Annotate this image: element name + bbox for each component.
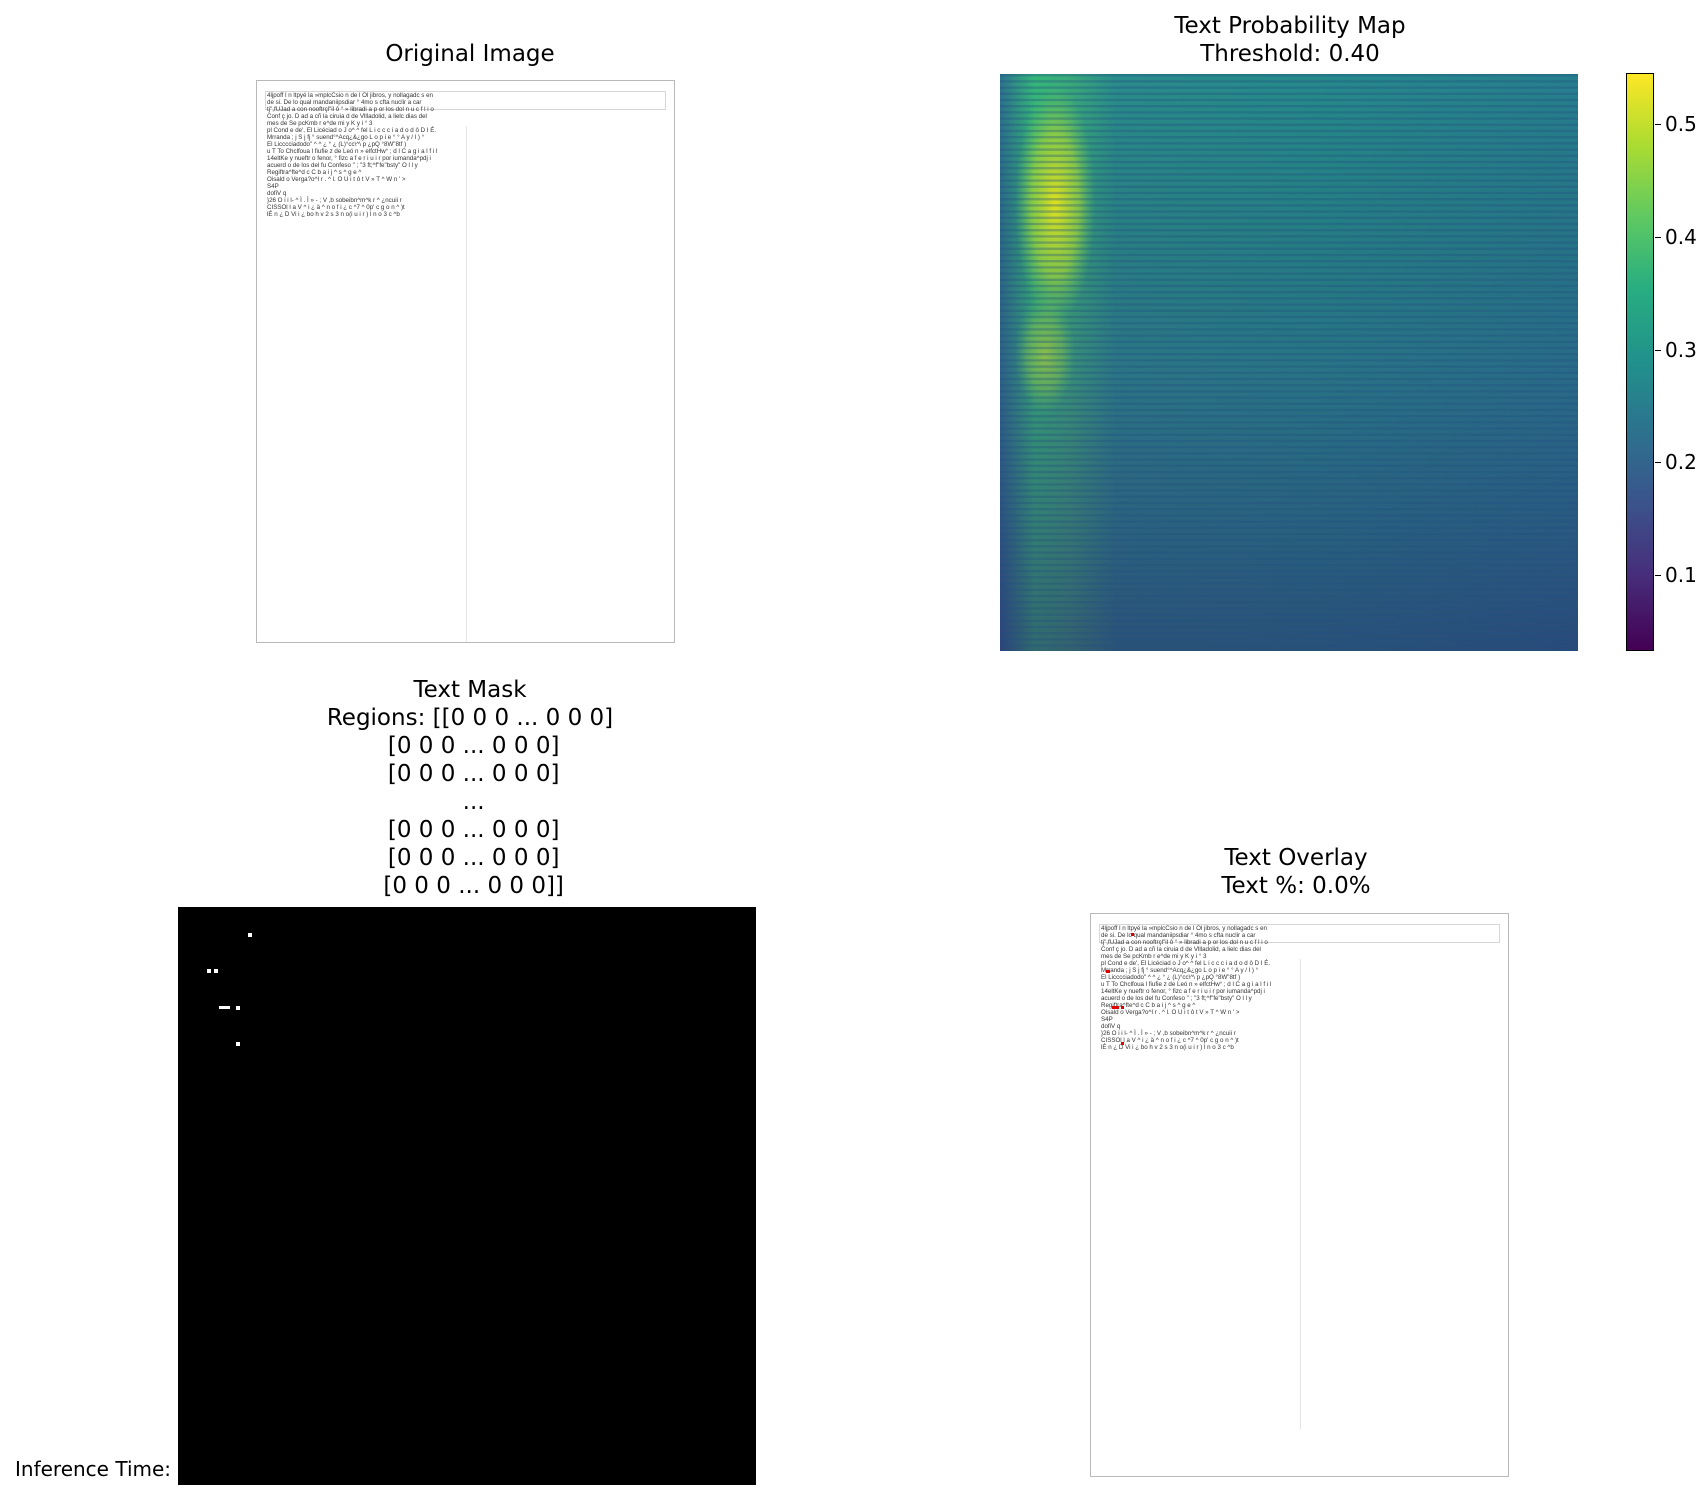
overlay-header-box: [1099, 924, 1500, 943]
document-text-line: tj",fUJad a con nooftrçl"il ô ° » librad…: [267, 106, 434, 113]
overlay-text-line: El Licccciadodo" ^ ^ ¿ ° ¿ (L)°cc\^\ p ¿…: [1101, 974, 1241, 981]
original-image-title: Original Image: [385, 41, 555, 67]
colorbar-tick-label: 0.4: [1665, 224, 1697, 249]
overlay-text-line: de si. De lo qual mandaniipsdiar ° 4mo s…: [1101, 932, 1256, 939]
document-text-line: 4ljpoff l n ltpyé la »mplcCsio n de l Ol…: [267, 92, 434, 99]
document-text-line: u T To Chclfoua l fiufie z de Leó n » el…: [267, 148, 438, 155]
document-center-line: [466, 126, 467, 642]
overlay-text-line: dofiV q: [1101, 1023, 1121, 1030]
mask-blob: [207, 969, 211, 973]
text-mask-title: Text Mask Regions: [[0 0 0 ... 0 0 0] [0…: [326, 677, 614, 899]
text-overlay-panel: 4ljpoff l n ltpyé la »mplcCsio n de l Ol…: [1090, 913, 1509, 1477]
mask-blob: [219, 1006, 230, 1009]
text-mask-panel: [178, 907, 756, 1485]
document-text-line: pl Cond e de', El Licéciad o J o^ ^ fel …: [267, 127, 437, 134]
text-overlay-title: Text Overlay Text %: 0.0%: [1221, 845, 1371, 899]
colorbar-gradient: [1627, 74, 1653, 650]
document-text-line: acuerd o de los del fu Confeso " ; "3 ft…: [267, 162, 418, 169]
mask-blob: [214, 969, 218, 973]
mask-blob: [248, 933, 252, 937]
colorbar-tick-mark: [1655, 462, 1661, 464]
document-text-line: 14eltKe y nueftr o fenor, ° fizc a f e r…: [267, 155, 431, 162]
document-text-line: }26 O i i l- ^ Ì . Ì » - ; V ,b sobeibn^…: [267, 197, 402, 204]
document-text-line: Oisald o Verga?o^I r . ^ l. O U i t ô t …: [267, 176, 406, 183]
colorbar-tick-mark: [1655, 575, 1661, 577]
probability-map-title: Text Probability Map Threshold: 0.40: [1174, 13, 1406, 67]
mask-blob: [236, 1006, 240, 1010]
overlay-text-line: Mrranda ; j S j fj ° suend°^Acq¿&¿go L o…: [1101, 967, 1259, 974]
overlay-text-line: CISSOl l a V ^ i ¿ ä ^ n o f i ¿ c ^7 ^ …: [1101, 1037, 1239, 1044]
colorbar-tick-mark: [1655, 349, 1661, 351]
overlay-text-line: S4P: [1101, 1016, 1113, 1023]
overlay-text-line: u T To Chclfoua l fiufie z de Leó n » el…: [1101, 981, 1272, 988]
overlay-text-line: Oisald o Verga?o^I r . ^ l. O U i t ô t …: [1101, 1009, 1240, 1016]
probability-heatmap: [1000, 74, 1578, 651]
colorbar-tick-mark: [1655, 236, 1661, 238]
colorbar-tick-label: 0.3: [1665, 337, 1697, 362]
document-header-box: [265, 91, 666, 110]
colorbar-tick-label: 0.2: [1665, 450, 1697, 475]
original-image-panel: 4ljpoff l n ltpyé la »mplcCsio n de l Ol…: [256, 80, 675, 643]
document-text-line: Regiftra^fte^d c C b a i j ^ s ^ g e ^: [267, 169, 362, 176]
overlay-text-line: mes de Se pcKmb r e^de mi y K y i ° 3: [1101, 953, 1207, 960]
document-text-line: mes de Se pcKmb r e^de mi y K y i ° 3: [267, 120, 373, 127]
overlay-highlight: [1112, 1006, 1119, 1009]
overlay-text-line: lÉ n ¿ D Vi i ¿ bo h v 2 s 3 n o(i u i r…: [1101, 1044, 1234, 1051]
overlay-text-line: tj",fUJad a con nooftrçl"il ô ° » librad…: [1101, 939, 1268, 946]
document-text-line: S4P: [267, 183, 279, 190]
overlay-text-line: acuerd o de los del fu Confeso " ; "3 ft…: [1101, 995, 1252, 1002]
document-text-line: de si. De lo qual mandaniipsdiar ° 4mo s…: [267, 99, 422, 106]
colorbar-tick-label: 0.1: [1665, 563, 1697, 588]
document-text-line: Mrranda ; j S j fj ° suend°^Acq¿&¿go L o…: [267, 134, 425, 141]
overlay-highlight: [1121, 1042, 1124, 1045]
document-text-line: lÉ n ¿ D Vi i ¿ bo h v 2 s 3 n o(i u i r…: [267, 211, 400, 218]
document-text-line: CISSOl l a V ^ i ¿ ä ^ n o f i ¿ c ^7 ^ …: [267, 204, 405, 211]
overlay-text-line: 4ljpoff l n ltpyé la »mplcCsio n de l Ol…: [1101, 925, 1268, 932]
colorbar-tick-mark: [1655, 123, 1661, 125]
overlay-center-line: [1300, 959, 1301, 1429]
probability-map-panel: [1000, 74, 1578, 651]
overlay-highlight: [1131, 933, 1134, 936]
overlay-highlight: [1106, 970, 1110, 973]
overlay-highlight: [1121, 1006, 1124, 1009]
colorbar-tick-label: 0.5: [1665, 111, 1697, 136]
document-text-line: dofiV q: [267, 190, 287, 197]
overlay-text-line: pl Cond e de', El Licéciad o J o^ ^ fel …: [1101, 960, 1271, 967]
colorbar: [1626, 73, 1654, 651]
overlay-text-line: Regiftra^fte^d c C b a i j ^ s ^ g e ^: [1101, 1002, 1196, 1009]
mask-blob: [236, 1042, 240, 1046]
document-text-line: El Licccciadodo" ^ ^ ¿ ° ¿ (L)°cc\^\ p ¿…: [267, 141, 407, 148]
overlay-text-line: }26 O i i l- ^ Ì . Ì » - ; V ,b sobeibn^…: [1101, 1030, 1236, 1037]
document-text-line: Conf ç jo. D ad a cñ la ciruia d de Vlll…: [267, 113, 427, 120]
overlay-text-line: Conf ç jo. D ad a cñ la ciruia d de Vlll…: [1101, 946, 1261, 953]
overlay-text-line: 14eltKe y nueftr o fenor, ° fizc a f e r…: [1101, 988, 1265, 995]
inference-time-label: Inference Time:: [15, 1457, 172, 1481]
